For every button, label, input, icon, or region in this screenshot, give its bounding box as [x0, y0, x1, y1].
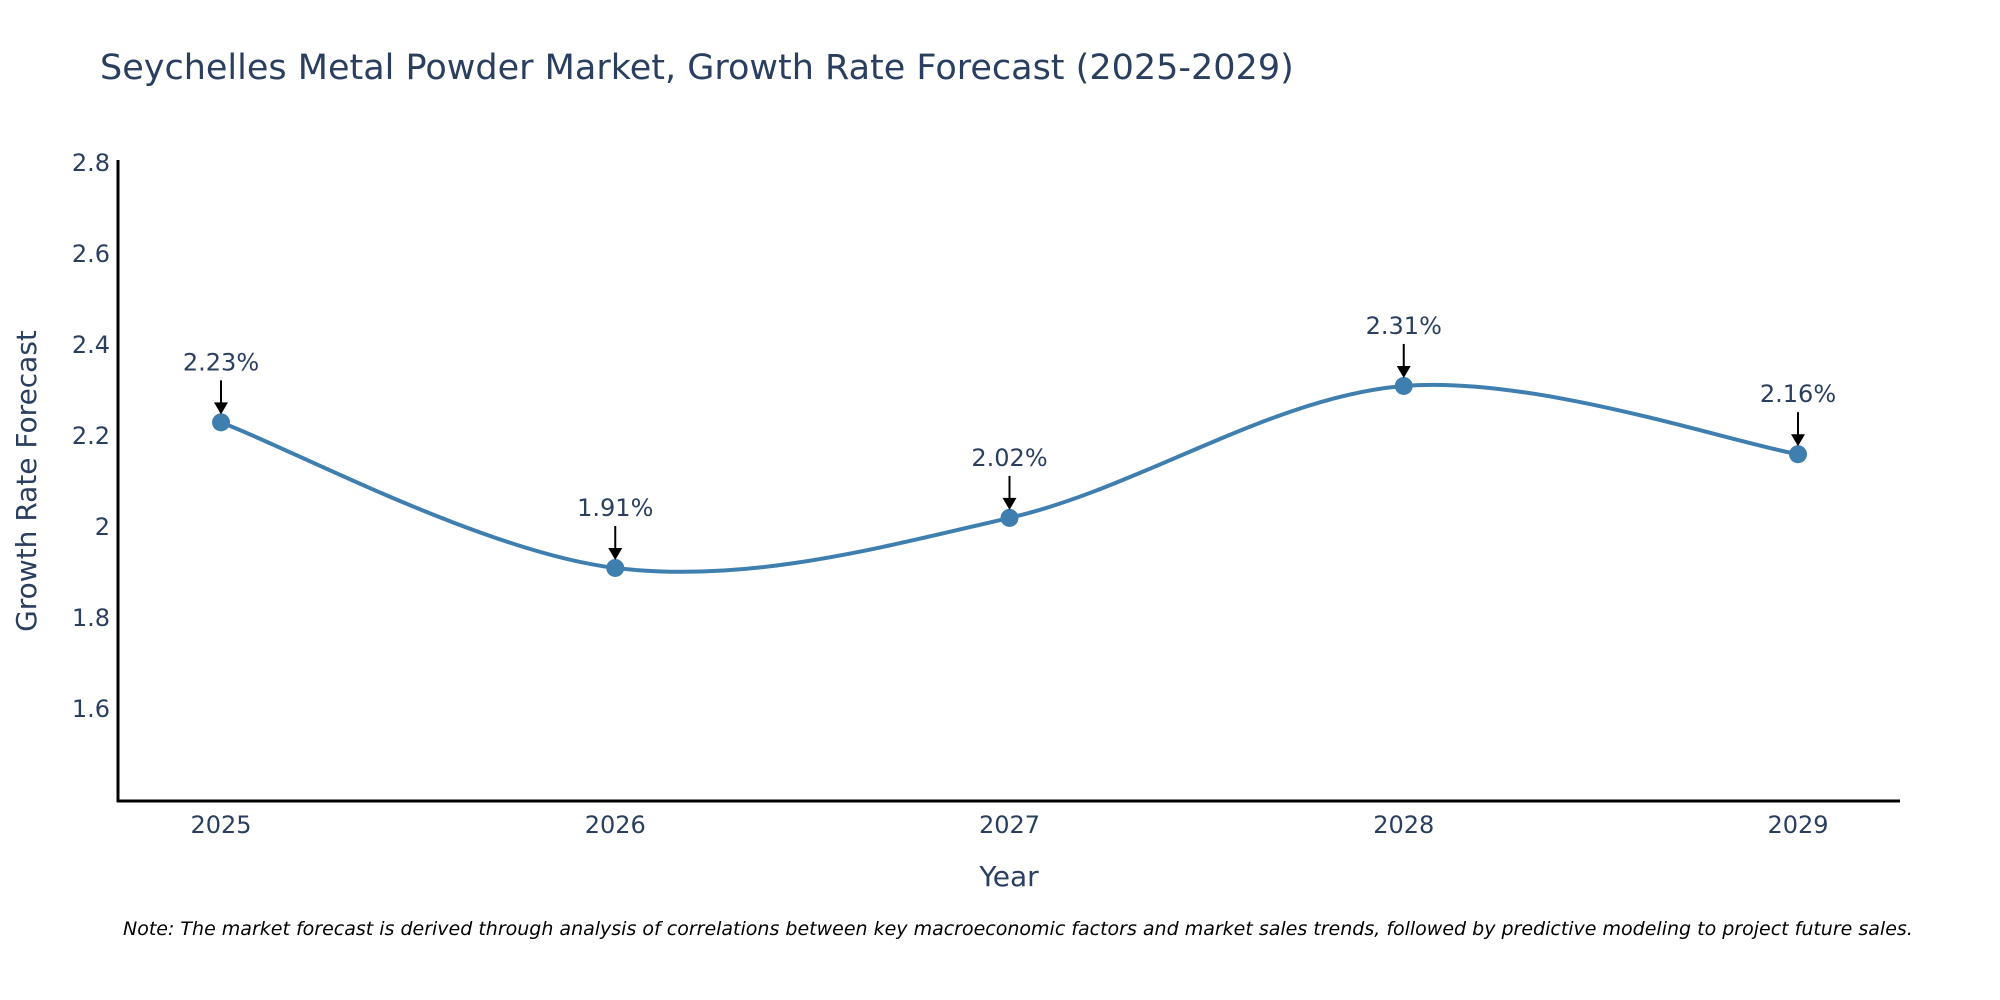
chart-title: Seychelles Metal Powder Market, Growth R… [100, 48, 1294, 88]
y-tick-label: 1.6 [72, 695, 110, 723]
annotation-arrowhead [1396, 365, 1411, 378]
annotation-label: 2.16% [1760, 380, 1836, 408]
data-point [606, 558, 625, 577]
data-point [1394, 376, 1413, 395]
data-point [212, 413, 230, 432]
annotation-arrowhead [1002, 497, 1017, 510]
y-tick-label: 1.8 [72, 604, 110, 632]
annotation: 2.23% [183, 348, 259, 415]
footnote: Note: The market forecast is derived thr… [123, 918, 1913, 940]
y-tick-label: 2 [95, 513, 110, 541]
y-tick-label: 2.6 [72, 240, 110, 268]
x-tick-label: 2026 [585, 811, 646, 839]
x-axis-title: Year [978, 860, 1039, 893]
x-tick-label: 2027 [979, 811, 1040, 839]
x-tick-label: 2025 [190, 811, 251, 839]
y-tick-labels: 1.6 1.8 2 2.2 2.4 2.6 2.8 [72, 149, 110, 723]
annotation-arrowhead [1791, 434, 1805, 447]
annotation-arrowhead [214, 402, 228, 415]
x-tick-label: 2029 [1767, 811, 1828, 839]
annotation: 1.91% [577, 494, 653, 560]
annotation-label: 1.91% [577, 494, 653, 522]
data-point [1000, 508, 1019, 527]
x-tick-labels: 2025 2026 2027 2028 2029 [190, 811, 1828, 839]
annotation-arrowhead [608, 547, 623, 560]
data-point [1789, 445, 1807, 464]
annotation-label: 2.31% [1366, 312, 1442, 340]
annotation-label: 2.23% [183, 348, 259, 376]
annotation: 2.16% [1760, 380, 1836, 447]
data-markers [212, 376, 1807, 577]
data-annotations: 2.23% 1.91% 2.02% 2.31% 2.16% [183, 312, 1836, 560]
annotation-label: 2.02% [971, 444, 1047, 472]
y-tick-label: 2.2 [72, 422, 110, 450]
x-tick-label: 2028 [1373, 811, 1434, 839]
annotation: 2.02% [971, 444, 1048, 510]
y-tick-label: 2.4 [72, 331, 110, 359]
annotation: 2.31% [1366, 312, 1442, 378]
y-tick-label: 2.8 [72, 149, 110, 177]
y-axis-title: Growth Rate Forecast [10, 330, 43, 632]
